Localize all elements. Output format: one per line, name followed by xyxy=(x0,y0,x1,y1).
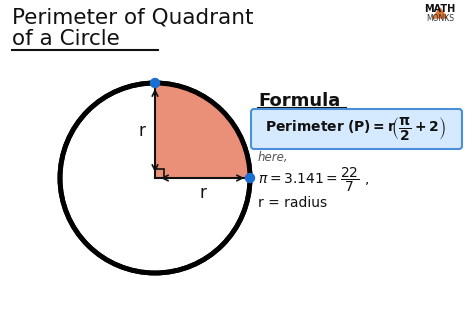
Text: MONKS: MONKS xyxy=(426,14,454,23)
Text: r: r xyxy=(138,122,146,140)
Circle shape xyxy=(246,173,255,183)
Text: here,: here, xyxy=(258,151,289,164)
Text: $\mathbf{Perimeter\ (P) = r\!\left(\dfrac{\pi}{2} + 2\right)}$: $\mathbf{Perimeter\ (P) = r\!\left(\dfra… xyxy=(265,115,446,142)
Text: Formula: Formula xyxy=(258,92,340,110)
Text: of a Circle: of a Circle xyxy=(12,29,120,49)
Text: $\pi = 3.141 = \dfrac{22}{7}\ ,$: $\pi = 3.141 = \dfrac{22}{7}\ ,$ xyxy=(258,166,369,194)
Text: Perimeter of Quadrant: Perimeter of Quadrant xyxy=(12,8,254,28)
Polygon shape xyxy=(155,83,250,178)
FancyBboxPatch shape xyxy=(251,109,462,149)
Polygon shape xyxy=(433,8,447,18)
Bar xyxy=(155,169,164,178)
Text: r = radius: r = radius xyxy=(258,196,327,210)
Text: r: r xyxy=(199,184,206,202)
Text: MATH: MATH xyxy=(424,4,456,14)
Circle shape xyxy=(60,83,250,273)
Circle shape xyxy=(151,79,159,87)
